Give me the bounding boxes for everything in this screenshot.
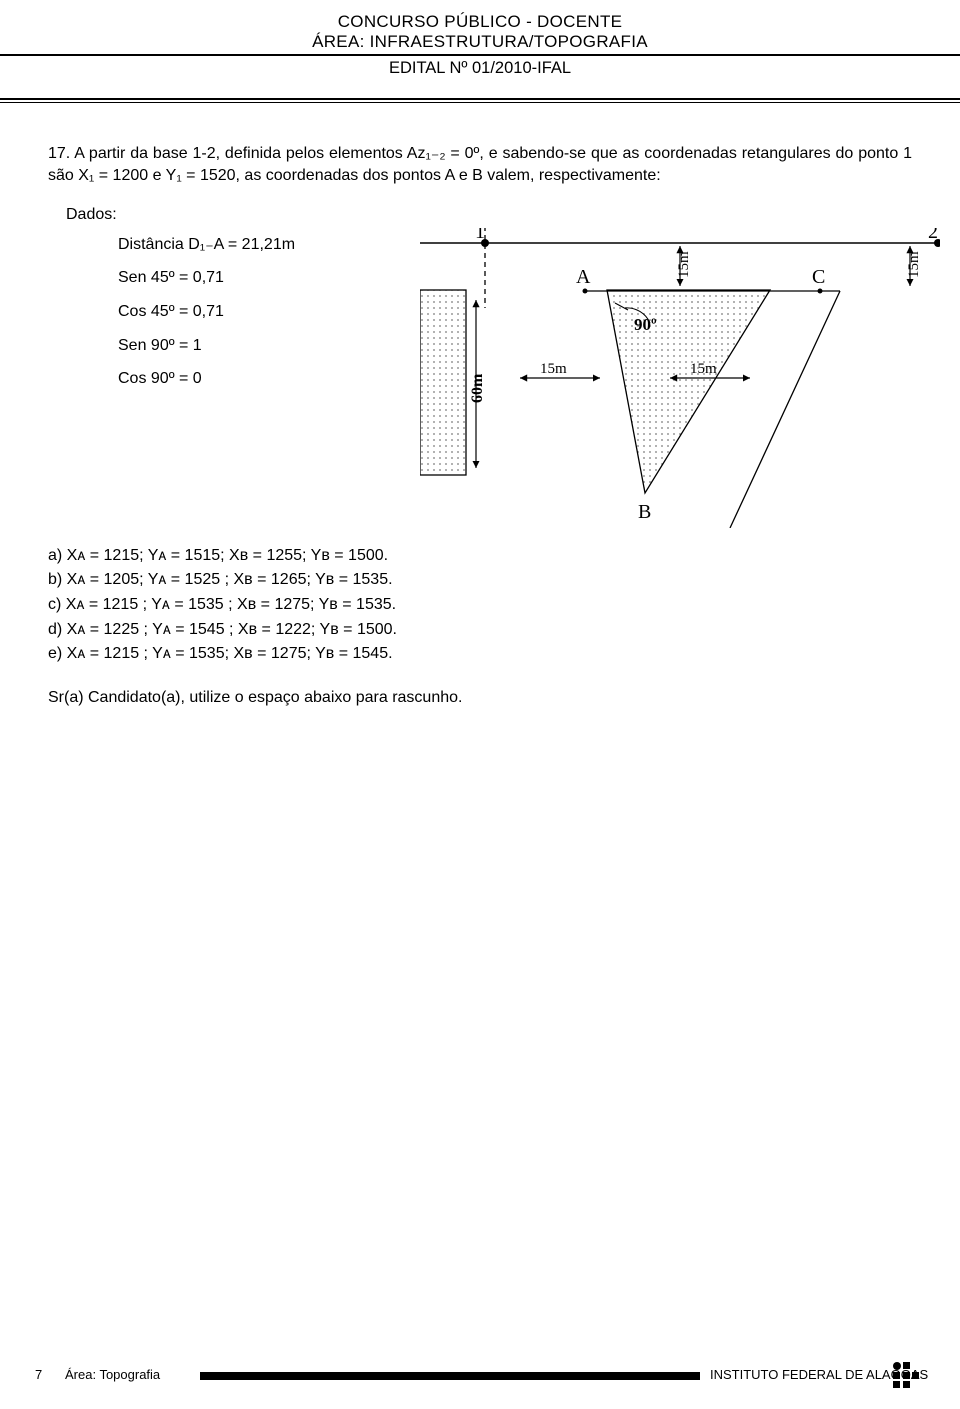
label-C: C [812,266,825,288]
answer-option: c) Xᴀ = 1215 ; Yᴀ = 1535 ; Xʙ = 1275; Yʙ… [48,594,912,616]
label-angle: 90º [634,315,657,334]
page-header: CONCURSO PÚBLICO - DOCENTE ÁREA: INFRAES… [0,0,960,103]
label-1: 1 [475,228,485,243]
dim-15m-a: 15m [540,361,567,377]
header-line3: EDITAL Nº 01/2010-IFAL [0,59,960,78]
answer-option: a) Xᴀ = 1215; Yᴀ = 1515; Xʙ = 1255; Yʙ =… [48,545,912,567]
label-A: A [576,266,591,288]
dados-label: Dados: [66,204,912,226]
dim-15m-v1: 15m [676,251,692,278]
ifal-logo-icon [892,1361,920,1389]
dim-15m-b: 15m [690,361,717,377]
dim-15m-v2: 15m [906,251,922,278]
answer-list: a) Xᴀ = 1215; Yᴀ = 1515; Xʙ = 1255; Yʙ =… [48,545,912,665]
footer-bar [200,1372,700,1380]
answer-option: d) Xᴀ = 1225 ; Yᴀ = 1545 ; Xʙ = 1222; Yʙ… [48,619,912,641]
geometry-diagram: 1 2 A C B 90º 60m 15m 15m 15 [420,228,940,528]
answer-option: e) Xᴀ = 1215 ; Yᴀ = 1535; Xʙ = 1275; Yʙ … [48,643,912,665]
header-line1: CONCURSO PÚBLICO - DOCENTE [0,12,960,32]
page-number: 7 [35,1367,42,1382]
answer-option: b) Xᴀ = 1205; Yᴀ = 1525 ; Xʙ = 1265; Yʙ … [48,569,912,591]
label-B: B [638,501,651,523]
footer-area: Área: Topografia [65,1367,160,1382]
question-text: 17. A partir da base 1-2, definida pelos… [48,143,912,186]
question-body: A partir da base 1-2, definida pelos ele… [48,145,912,184]
header-rule-2 [0,98,960,100]
header-rule-1 [0,54,960,56]
header-line2: ÁREA: INFRAESTRUTURA/TOPOGRAFIA [0,32,960,52]
dim-60m: 60m [469,373,486,403]
label-2: 2 [928,228,938,243]
question-number: 17. [48,145,70,162]
page-footer: 7 Área: Topografia INSTITUTO FEDERAL DE … [0,1361,960,1391]
scratch-note: Sr(a) Candidato(a), utilize o espaço aba… [48,687,912,709]
